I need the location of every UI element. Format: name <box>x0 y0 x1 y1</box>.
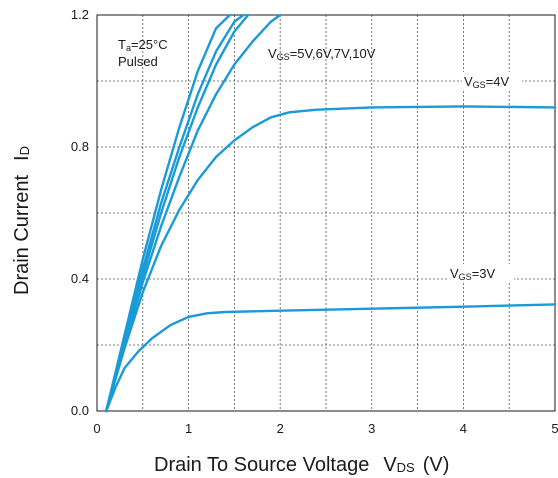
vgs4-label-bg <box>462 72 522 90</box>
x-tick-label: 4 <box>460 421 467 436</box>
vgs4-label: VGS=4V <box>464 74 510 90</box>
series-layer <box>105 13 557 413</box>
x-tick-label: 2 <box>277 421 284 436</box>
y-tick-label: 0.8 <box>71 139 89 154</box>
conditions-pulsed-label: Pulsed <box>118 54 158 69</box>
series-line-vgs-5V <box>105 13 282 413</box>
series-line-vgs-4V <box>105 105 557 413</box>
plot-frame <box>96 14 556 412</box>
series-line-vgs-7V <box>105 13 245 413</box>
tick-labels: 0 1 2 3 4 5 0.0 0.4 0.8 1.2 <box>71 7 558 436</box>
conditions-temperature-label: Ta=25°C <box>118 37 168 53</box>
y-tick-label: 0.4 <box>71 271 89 286</box>
series-line-vgs-3V <box>105 303 557 413</box>
vgs-high-label: VGS=5V,6V,7V,10V <box>268 46 376 62</box>
x-axis-title: Drain To Source Voltage VDS (V) <box>154 454 449 476</box>
y-axis-title: Drain CurrentID <box>11 146 33 295</box>
x-tick-label: 5 <box>551 421 558 436</box>
y-tick-label: 0.0 <box>71 403 89 418</box>
y-tick-label: 1.2 <box>71 7 89 22</box>
series-line-vgs-10V <box>105 13 231 413</box>
x-tick-label: 3 <box>368 421 375 436</box>
x-tick-label: 0 <box>93 421 100 436</box>
x-tick-label: 1 <box>185 421 192 436</box>
vgs3-label-bg <box>448 264 514 282</box>
vgs3-label: VGS=3V <box>450 266 496 282</box>
